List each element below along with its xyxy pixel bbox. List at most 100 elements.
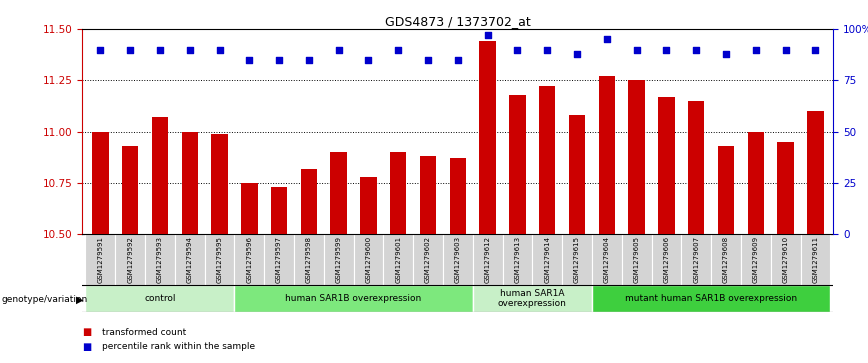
Bar: [390, 152, 406, 234]
Point: [660, 46, 674, 52]
Text: GSM1279613: GSM1279613: [515, 236, 521, 283]
Text: GSM1279607: GSM1279607: [694, 236, 700, 283]
Bar: [300, 168, 317, 234]
Text: ■: ■: [82, 342, 92, 352]
Text: GSM1279592: GSM1279592: [127, 236, 133, 282]
Text: ▶: ▶: [76, 294, 84, 305]
Bar: [181, 131, 198, 234]
Point: [421, 57, 435, 63]
Bar: [360, 177, 377, 234]
Bar: [503, 234, 532, 285]
Point: [540, 46, 554, 52]
Text: mutant human SAR1B overexpression: mutant human SAR1B overexpression: [625, 294, 797, 303]
Bar: [778, 142, 794, 234]
Bar: [211, 134, 227, 234]
Text: transformed count: transformed count: [102, 328, 187, 337]
Text: GSM1279601: GSM1279601: [395, 236, 401, 283]
Bar: [271, 187, 287, 234]
Point: [600, 36, 614, 42]
Text: GSM1279597: GSM1279597: [276, 236, 282, 283]
Text: human SAR1A
overexpression: human SAR1A overexpression: [498, 289, 567, 308]
Bar: [115, 234, 145, 285]
Point: [213, 46, 227, 52]
Text: genotype/variation: genotype/variation: [2, 295, 88, 304]
Bar: [562, 234, 592, 285]
Bar: [510, 95, 526, 234]
Bar: [384, 234, 413, 285]
Bar: [324, 234, 353, 285]
Bar: [800, 234, 831, 285]
Point: [629, 46, 643, 52]
Bar: [122, 146, 138, 234]
Bar: [473, 234, 503, 285]
Bar: [241, 183, 258, 234]
Bar: [413, 234, 443, 285]
Bar: [92, 131, 108, 234]
Bar: [420, 156, 437, 234]
Bar: [807, 111, 824, 234]
Text: control: control: [144, 294, 175, 303]
Bar: [592, 234, 621, 285]
Bar: [569, 115, 585, 234]
Bar: [443, 234, 473, 285]
Point: [273, 57, 286, 63]
Text: GSM1279605: GSM1279605: [634, 236, 640, 283]
Text: GSM1279596: GSM1279596: [247, 236, 253, 283]
Point: [332, 46, 345, 52]
Text: GSM1279614: GSM1279614: [544, 236, 550, 283]
Bar: [688, 101, 705, 234]
Text: GSM1279606: GSM1279606: [663, 236, 669, 283]
Point: [749, 46, 763, 52]
Bar: [473, 285, 592, 312]
Bar: [234, 285, 473, 312]
Text: GSM1279599: GSM1279599: [336, 236, 342, 283]
Bar: [621, 234, 652, 285]
Bar: [294, 234, 324, 285]
Text: ■: ■: [82, 327, 92, 337]
Text: percentile rank within the sample: percentile rank within the sample: [102, 342, 255, 351]
Text: GSM1279595: GSM1279595: [216, 236, 222, 282]
Text: GSM1279609: GSM1279609: [753, 236, 759, 283]
Point: [153, 46, 167, 52]
Text: GSM1279610: GSM1279610: [783, 236, 789, 283]
Text: human SAR1B overexpression: human SAR1B overexpression: [286, 294, 422, 303]
Point: [183, 46, 197, 52]
Bar: [599, 76, 615, 234]
Bar: [741, 234, 771, 285]
Bar: [658, 97, 674, 234]
Bar: [152, 117, 168, 234]
Point: [808, 46, 822, 52]
Text: GSM1279604: GSM1279604: [604, 236, 610, 283]
Bar: [681, 234, 711, 285]
Point: [94, 46, 108, 52]
Bar: [331, 152, 347, 234]
Text: GSM1279598: GSM1279598: [306, 236, 312, 283]
Bar: [85, 285, 234, 312]
Bar: [479, 41, 496, 234]
Bar: [628, 80, 645, 234]
Bar: [718, 146, 734, 234]
Text: GSM1279615: GSM1279615: [574, 236, 580, 283]
Text: GSM1279593: GSM1279593: [157, 236, 163, 283]
Text: GSM1279603: GSM1279603: [455, 236, 461, 283]
Bar: [85, 234, 115, 285]
Bar: [205, 234, 234, 285]
Bar: [234, 234, 264, 285]
Point: [123, 46, 137, 52]
Point: [689, 46, 703, 52]
Bar: [264, 234, 294, 285]
Text: GSM1279611: GSM1279611: [812, 236, 819, 283]
Text: GSM1279600: GSM1279600: [365, 236, 372, 283]
Text: GSM1279591: GSM1279591: [97, 236, 103, 283]
Title: GDS4873 / 1373702_at: GDS4873 / 1373702_at: [385, 15, 530, 28]
Point: [302, 57, 316, 63]
Point: [450, 57, 464, 63]
Bar: [145, 234, 174, 285]
Bar: [174, 234, 205, 285]
Point: [570, 51, 584, 57]
Text: GSM1279594: GSM1279594: [187, 236, 193, 282]
Point: [719, 51, 733, 57]
Bar: [711, 234, 741, 285]
Bar: [532, 234, 562, 285]
Text: GSM1279602: GSM1279602: [425, 236, 431, 283]
